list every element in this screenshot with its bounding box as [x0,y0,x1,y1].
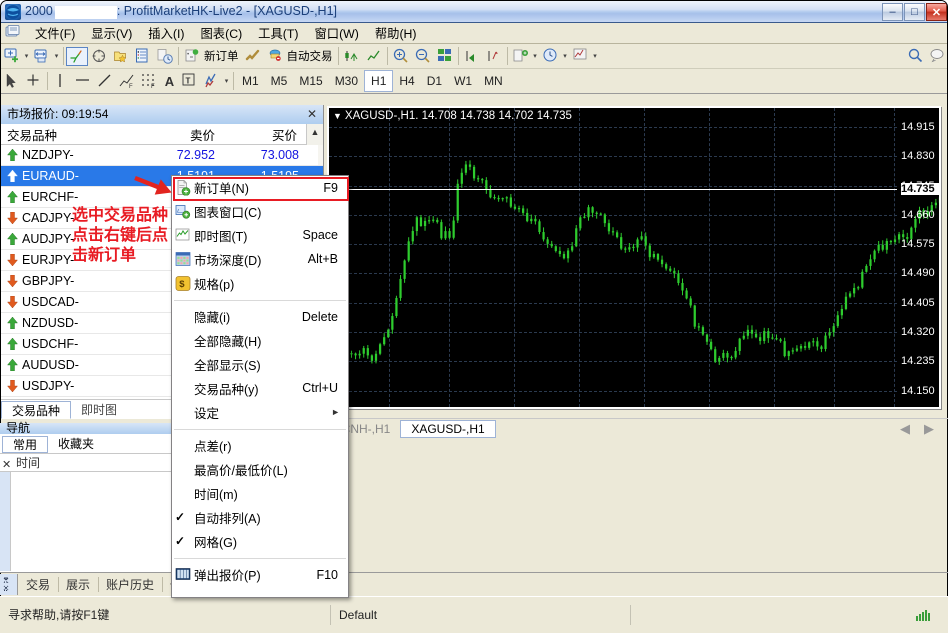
svg-text:F: F [151,84,155,90]
svg-text:$: $ [179,279,185,290]
svg-text:T: T [186,77,191,86]
svg-text:F: F [129,84,133,90]
